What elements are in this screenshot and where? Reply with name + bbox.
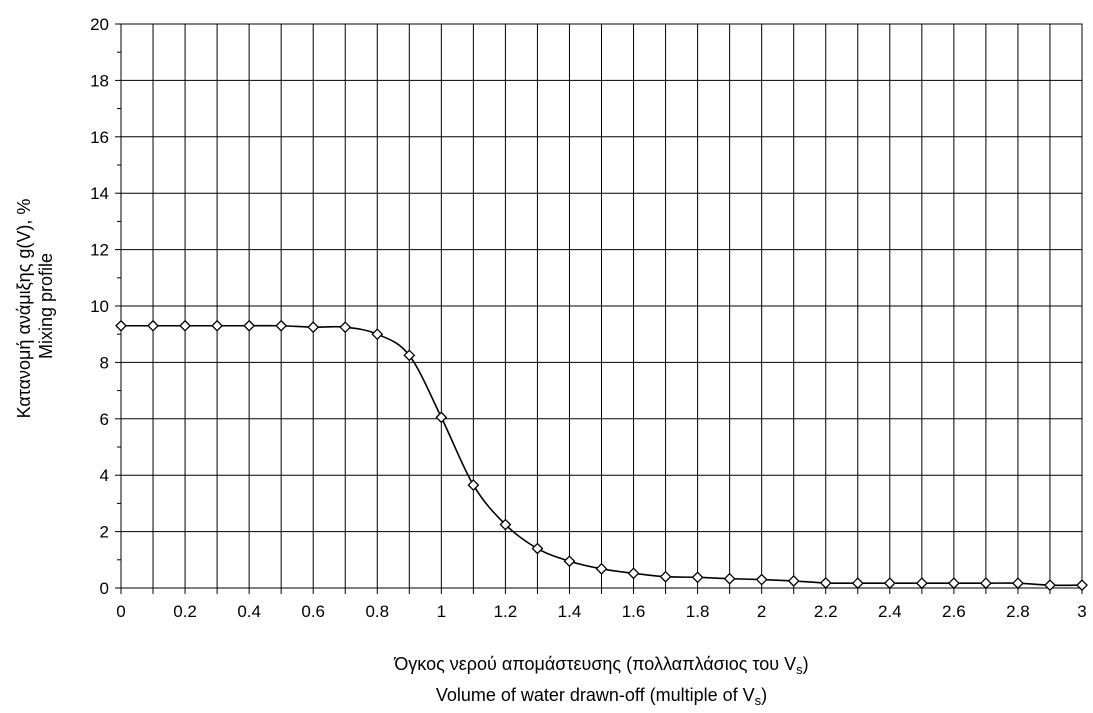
x-axis-title-line-1: Όγκος νερού απομάστευσης (πολλαπλάσιος τ… bbox=[393, 654, 808, 677]
y-tick-label: 18 bbox=[90, 71, 109, 90]
y-axis-title-line-1: Κατανομή ανάμιξης g(V), % bbox=[14, 199, 34, 419]
data-point-diamond bbox=[1076, 579, 1088, 592]
y-tick-label: 20 bbox=[90, 15, 109, 34]
data-point-diamond bbox=[563, 555, 576, 568]
data-point-diamond bbox=[723, 572, 736, 585]
y-tick-label: 14 bbox=[90, 184, 109, 203]
x-tick-label: 0.2 bbox=[173, 602, 197, 621]
x-axis-title-line-1-subscript: s bbox=[796, 662, 803, 677]
x-axis-title-line-1-text: Όγκος νερού απομάστευσης (πολλαπλάσιος τ… bbox=[393, 654, 796, 674]
data-point-diamond bbox=[531, 542, 544, 555]
x-tick-label: 0 bbox=[116, 602, 125, 621]
data-point-diamond bbox=[595, 562, 608, 575]
series-markers bbox=[115, 319, 1088, 592]
x-tick-label: 0.6 bbox=[301, 602, 325, 621]
data-point-diamond bbox=[947, 577, 960, 590]
data-point-diamond bbox=[979, 577, 992, 590]
data-point-diamond bbox=[915, 577, 928, 590]
data-point-diamond bbox=[691, 571, 704, 584]
y-tick-label: 4 bbox=[100, 466, 109, 485]
y-tick-label: 6 bbox=[100, 410, 109, 429]
x-tick-label: 0.4 bbox=[237, 602, 261, 621]
x-tick-label: 1.8 bbox=[686, 602, 710, 621]
data-point-diamond bbox=[851, 577, 864, 590]
y-tick-label: 16 bbox=[90, 128, 109, 147]
x-axis-title-line-2: Volume of water drawn-off (multiple of V… bbox=[436, 685, 767, 708]
x-tick-label: 1.6 bbox=[622, 602, 646, 621]
x-tick-label: 2.6 bbox=[942, 602, 966, 621]
x-tick-label: 1.4 bbox=[558, 602, 582, 621]
x-tick-label: 1 bbox=[437, 602, 446, 621]
y-tick-label: 0 bbox=[100, 579, 109, 598]
x-axis-title-line-2-text: Volume of water drawn-off (multiple of V bbox=[436, 685, 755, 705]
data-point-diamond bbox=[1044, 579, 1056, 592]
x-tick-label: 2.2 bbox=[814, 602, 838, 621]
x-axis-title-line-1-suffix: ) bbox=[803, 654, 809, 674]
data-point-diamond bbox=[275, 319, 288, 332]
x-axis-title-line-2-suffix: ) bbox=[761, 685, 767, 705]
x-tick-label: 0.8 bbox=[365, 602, 389, 621]
data-point-diamond bbox=[499, 518, 512, 531]
y-tick-label: 10 bbox=[90, 297, 109, 316]
y-tick-label: 8 bbox=[100, 353, 109, 372]
data-point-diamond bbox=[403, 349, 416, 362]
data-point-diamond bbox=[755, 573, 768, 586]
data-point-diamond bbox=[435, 411, 448, 424]
x-tick-label: 2 bbox=[757, 602, 766, 621]
x-tick-label: 2.4 bbox=[878, 602, 902, 621]
data-point-diamond bbox=[115, 319, 127, 332]
grid bbox=[120, 23, 1083, 589]
data-point-diamond bbox=[467, 479, 480, 491]
x-axis: 0 0.2 0.4 0.6 0.8 1 1.2 1.4 1.6 1.8 2 2.2 2.4 2.6 2.8 3 bbox=[116, 588, 1087, 621]
data-point-diamond bbox=[307, 321, 320, 334]
data-point-diamond bbox=[659, 570, 672, 583]
data-point-diamond bbox=[211, 319, 224, 332]
data-point-diamond bbox=[243, 319, 256, 332]
data-point-diamond bbox=[627, 567, 640, 580]
x-tick-label: 3 bbox=[1077, 602, 1086, 621]
y-tick-label: 12 bbox=[90, 241, 109, 260]
data-point-diamond bbox=[819, 577, 832, 589]
y-axis-title-line-2: Mixing profile bbox=[36, 253, 56, 359]
x-tick-label: 1.2 bbox=[494, 602, 518, 621]
data-point-diamond bbox=[147, 319, 159, 332]
data-point-diamond bbox=[883, 577, 896, 590]
data-point-diamond bbox=[371, 328, 384, 341]
data-point-diamond bbox=[339, 321, 352, 334]
x-axis-title-line-2-subscript: s bbox=[755, 693, 762, 708]
y-axis: 0 2 4 6 8 10 12 14 16 18 20 bbox=[90, 15, 121, 598]
y-axis-title: Κατανομή ανάμιξης g(V), % Mixing profile bbox=[14, 194, 56, 419]
data-point-diamond bbox=[179, 319, 191, 332]
data-point-diamond bbox=[1012, 577, 1024, 590]
y-tick-label: 2 bbox=[100, 523, 109, 542]
x-tick-label: 2.8 bbox=[1006, 602, 1030, 621]
data-point-diamond bbox=[787, 575, 800, 587]
